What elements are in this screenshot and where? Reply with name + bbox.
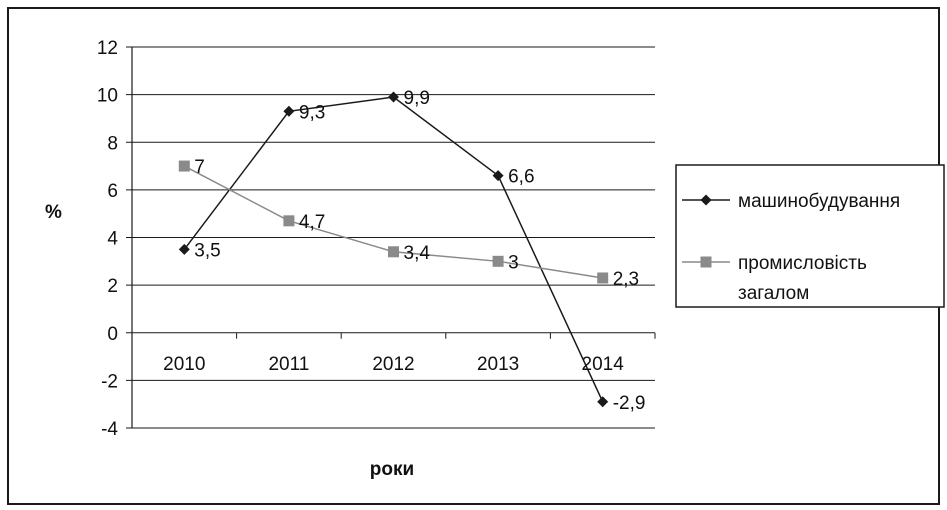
x-tick-labels: 2010 2011 2012 2013 2014	[163, 354, 624, 375]
x-axis-title: роки	[370, 459, 414, 480]
y-tick-label: 0	[107, 324, 118, 345]
data-point	[492, 170, 504, 182]
data-label: 4,7	[299, 212, 325, 233]
y-tick-label: 8	[107, 133, 118, 154]
y-tick-label: -2	[101, 371, 118, 392]
legend-label: загалом	[738, 283, 809, 304]
legend-label: промисловість	[738, 253, 867, 274]
gridlines	[132, 46, 655, 429]
data-point	[388, 91, 399, 103]
legend-label: машинобудування	[738, 191, 900, 212]
y-tick-label: -4	[101, 419, 118, 440]
data-label: 9,9	[404, 88, 430, 109]
data-label: 3	[508, 252, 519, 273]
data-point	[283, 105, 295, 117]
data-label: 9,3	[299, 102, 325, 123]
data-label: 6,6	[508, 167, 534, 188]
legend: машинобудування промисловість загалом	[675, 164, 945, 308]
data-label: 2,3	[613, 269, 639, 290]
data-label: 3,4	[404, 243, 431, 264]
series-lines	[178, 91, 609, 408]
data-label: -2,9	[613, 393, 646, 414]
axes	[126, 46, 656, 429]
y-tick-label: 10	[97, 86, 118, 107]
x-tick-label: 2010	[163, 354, 205, 375]
x-tick-label: 2011	[268, 354, 309, 375]
data-point	[388, 246, 399, 258]
data-labels: 3,5 9,3 9,9 6,6 -2,9 7 4,7 3,4 3 2,3	[194, 88, 645, 414]
x-tick-label: 2014	[582, 354, 625, 375]
y-tick-label: 6	[107, 181, 118, 202]
series-line-2	[183, 165, 603, 279]
legend-box	[675, 164, 945, 308]
y-tick-label: 4	[107, 229, 118, 250]
legend-marker	[700, 256, 712, 268]
y-tick-labels: -4 -2 0 2 4 6 8 10 12	[97, 38, 119, 440]
y-tick-label: 12	[97, 38, 118, 59]
data-point	[283, 215, 295, 227]
data-point	[597, 272, 609, 284]
data-point	[178, 160, 190, 172]
y-tick-label: 2	[107, 276, 118, 297]
x-tick-label: 2013	[477, 354, 519, 375]
y-axis-title: %	[45, 202, 62, 223]
data-point	[178, 243, 190, 255]
data-label: 3,5	[194, 240, 220, 261]
data-point	[492, 255, 504, 267]
data-point	[597, 396, 609, 408]
legend-marker	[700, 194, 712, 206]
x-tick-label: 2012	[372, 354, 414, 375]
data-label: 7	[194, 157, 205, 178]
